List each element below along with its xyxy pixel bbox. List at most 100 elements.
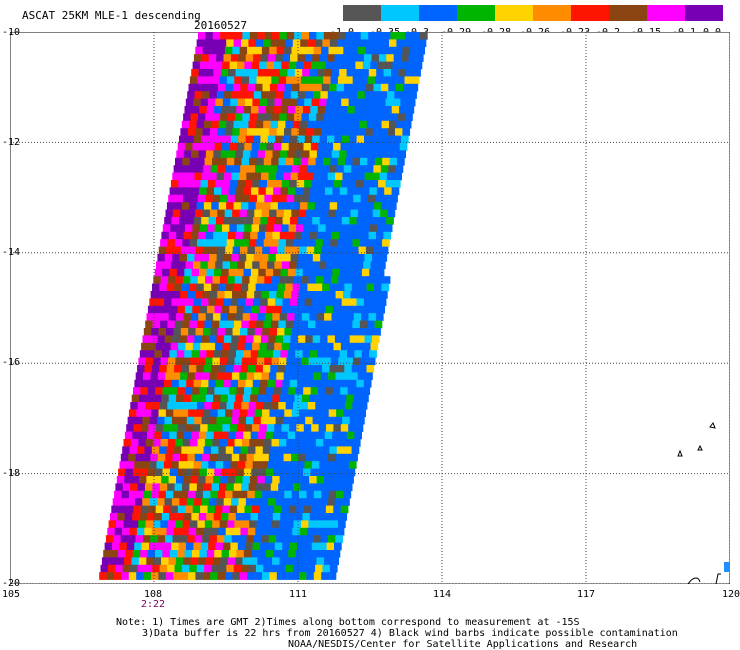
swath-cell — [225, 409, 233, 418]
swath-cell — [219, 276, 228, 284]
swath-cell — [211, 365, 219, 373]
swath-cell — [347, 224, 356, 233]
swath-cell — [285, 564, 294, 573]
swath-cell — [155, 468, 163, 477]
swath-cell — [208, 54, 217, 62]
note-line-2: 3)Data buffer is 22 hrs from 20160527 4)… — [142, 628, 678, 639]
swath-cell — [274, 505, 282, 514]
swath-cell — [236, 305, 245, 314]
swath-cell — [242, 113, 250, 122]
swath-cell — [212, 32, 221, 40]
swath-cell — [286, 157, 294, 166]
swath-cell — [237, 342, 245, 351]
swath-cell — [211, 120, 220, 129]
swath-cell — [129, 446, 138, 455]
swath-cell — [150, 372, 159, 381]
swath-cell — [189, 402, 198, 410]
swath-cell — [195, 165, 204, 173]
swath-cell — [204, 320, 213, 329]
swath-cell — [307, 202, 316, 210]
swath-cell — [293, 320, 301, 329]
swath-cell — [342, 172, 351, 181]
swath-cell — [283, 91, 292, 99]
swath-cell — [172, 372, 181, 381]
swath-cell — [376, 187, 385, 196]
swath-cell — [217, 572, 226, 580]
swath-cell — [263, 402, 272, 410]
swath-cell — [299, 83, 308, 92]
swath-cell — [264, 476, 273, 484]
swath-cell — [168, 194, 176, 203]
swath-cell — [369, 106, 378, 114]
swath-cell — [121, 490, 130, 499]
swath-cell — [235, 313, 243, 321]
swath-cell — [294, 150, 303, 159]
swath-cell — [276, 209, 285, 218]
swath-cell — [203, 527, 212, 536]
swath-cell — [278, 39, 286, 48]
swath-cell — [146, 476, 155, 484]
swath-cell — [309, 431, 318, 440]
swath-cell — [387, 46, 396, 55]
swath-cell — [285, 320, 294, 329]
swath-cell — [370, 224, 378, 233]
swath-cell — [380, 128, 388, 136]
swath-cell — [204, 120, 212, 129]
swath-cell — [348, 424, 356, 432]
swath-cell — [272, 231, 281, 240]
swath-cell — [230, 461, 239, 469]
swath-cell — [268, 91, 277, 99]
swath-cell — [268, 453, 277, 462]
y-tick-label: -12 — [2, 137, 21, 148]
swath-cell — [283, 209, 292, 218]
swath-cell — [305, 335, 313, 344]
swath-cell — [221, 187, 230, 196]
swath-cell — [194, 416, 202, 425]
swath-cell — [343, 165, 352, 173]
swath-cell — [263, 320, 272, 329]
swath-cell — [163, 261, 172, 270]
swath-cell — [405, 69, 414, 77]
swath-cell — [180, 453, 188, 462]
swath-cell — [382, 157, 390, 166]
swath-cell — [300, 402, 309, 410]
swath-cell — [264, 557, 273, 566]
swath-cell — [409, 91, 417, 99]
swath-cell — [297, 335, 306, 344]
swath-cell — [324, 69, 333, 77]
swath-cell — [277, 283, 286, 292]
swath-cell — [237, 180, 246, 188]
swath-cell — [247, 490, 255, 499]
swath-cell — [382, 76, 390, 85]
swath-cell — [223, 217, 232, 225]
swath-cell — [210, 527, 219, 536]
swath-cell — [134, 542, 142, 551]
swath-cell — [257, 150, 266, 159]
swath-cell — [320, 209, 329, 218]
swath-cell — [246, 254, 254, 262]
swath-cell — [299, 246, 307, 255]
swath-cell — [122, 446, 130, 455]
swath-cell — [225, 446, 234, 455]
swath-cell — [200, 342, 208, 351]
swath-cell — [271, 520, 280, 529]
swath-cell — [262, 572, 270, 580]
swath-cell — [186, 461, 194, 469]
swath-cell — [340, 61, 349, 70]
swath-cell — [357, 91, 366, 99]
swath-cell — [163, 542, 172, 551]
swath-cell — [350, 46, 359, 55]
swath-cell — [328, 128, 337, 136]
swath-cell — [313, 91, 321, 99]
swath-cell — [253, 54, 261, 62]
swath-cell — [338, 194, 347, 203]
swath-cell — [317, 550, 326, 558]
swath-cell — [179, 416, 188, 425]
swath-cell — [216, 54, 224, 62]
swath-cell — [307, 39, 316, 48]
swath-cell — [157, 254, 166, 262]
swath-cell — [296, 261, 305, 270]
swath-cell — [197, 157, 205, 166]
swath-cell — [185, 143, 193, 151]
swath-cell — [196, 283, 205, 292]
